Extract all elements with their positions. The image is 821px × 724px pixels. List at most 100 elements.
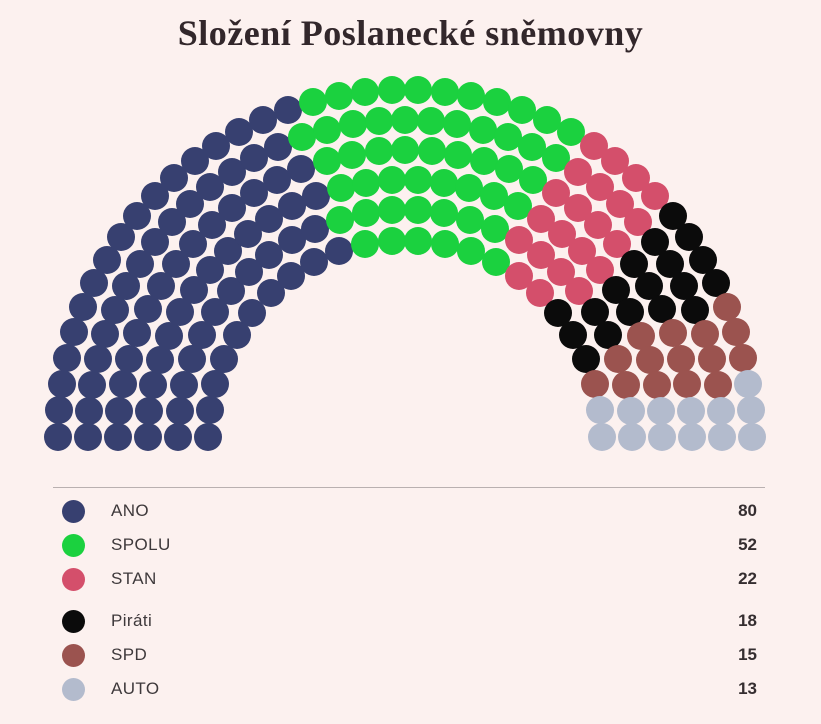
seat-dot-spolu: [480, 182, 509, 210]
seat-dot-auto: [618, 423, 646, 451]
legend-row: STAN 22: [53, 562, 765, 596]
seat-dot-auto: [676, 396, 705, 425]
seat-dot-spd: [642, 371, 671, 400]
legend-color-dot: [62, 609, 85, 633]
seat-dot-spolu: [377, 226, 406, 255]
seat-dot-ano: [301, 214, 330, 243]
seat-dot-spolu: [391, 136, 419, 164]
seat-dot-pir-ti: [681, 295, 710, 324]
seat-dot-ano: [249, 106, 278, 135]
seat-dot-ano: [45, 396, 73, 425]
seat-dot-ano: [325, 237, 353, 266]
seat-dot-pir-ti: [593, 321, 622, 350]
seat-dot-ano: [145, 346, 174, 375]
legend-row: AUTO 13: [53, 672, 765, 706]
seat-dot-ano: [154, 321, 183, 350]
seat-dot-pir-ti: [559, 320, 588, 349]
seat-dot-ano: [60, 318, 89, 347]
seat-dot-ano: [164, 423, 192, 451]
seat-dot-spd: [728, 343, 757, 372]
seat-dot-ano: [104, 423, 132, 451]
seat-dot-spd: [703, 370, 732, 399]
seat-dot-ano: [263, 132, 292, 161]
seat-dot-spd: [667, 344, 695, 373]
seat-dot-spolu: [299, 88, 328, 117]
seat-dot-ano: [135, 397, 164, 425]
seat-dot-ano: [170, 370, 199, 399]
legend-color-dot: [62, 499, 85, 523]
seat-dot-auto: [616, 396, 645, 425]
legend-seat-count: 22: [738, 569, 757, 588]
legend-party-label: Piráti: [111, 611, 153, 630]
seat-dot-spolu: [391, 106, 419, 134]
seat-dot-auto: [708, 423, 736, 451]
seat-dot-spd: [658, 319, 687, 348]
seat-dot-auto: [648, 423, 676, 451]
legend-party-label: AUTO: [111, 679, 160, 698]
seat-dot-spolu: [532, 106, 561, 135]
seat-dot-spolu: [468, 115, 497, 144]
seat-dot-spolu: [482, 88, 511, 117]
seat-dot-spd: [721, 318, 750, 347]
seat-dot-spolu: [456, 205, 485, 234]
seat-dot-spd: [712, 293, 741, 322]
seat-dot-ano: [287, 155, 316, 184]
seat-dot-spolu: [469, 147, 498, 175]
seat-dot-ano: [273, 96, 302, 125]
seat-dot-pir-ti: [647, 295, 676, 324]
seat-dot-spolu: [352, 169, 381, 197]
legend-party-label: SPD: [111, 645, 148, 664]
seat-dot-spolu: [508, 96, 537, 125]
seat-dot-auto: [646, 397, 675, 425]
seat-dot-ano: [123, 319, 152, 348]
seat-dot-ano: [91, 320, 120, 349]
seat-dot-spolu: [404, 226, 433, 255]
seat-dot-spolu: [338, 110, 367, 139]
seat-dot-spd: [673, 370, 702, 399]
seat-dot-spolu: [288, 123, 317, 152]
seat-dot-spd: [611, 370, 640, 399]
seat-dot-auto: [733, 370, 762, 398]
seat-dot-ano: [100, 295, 129, 324]
seat-dot-spolu: [313, 115, 342, 144]
seat-dot-ano: [201, 369, 230, 398]
seat-dot-spolu: [325, 205, 354, 234]
seat-dot-ano: [44, 423, 72, 451]
legend-seat-count: 13: [738, 679, 757, 698]
legend-color-dot: [62, 677, 85, 701]
seat-dot-spd: [636, 346, 665, 375]
seat-dot-spolu: [404, 76, 433, 105]
seat-dot-ano: [53, 343, 82, 372]
seat-dot-ano: [48, 370, 77, 398]
seat-dot-auto: [737, 396, 765, 425]
legend-party-label: ANO: [111, 501, 150, 520]
legend-party-label: SPOLU: [111, 535, 171, 554]
seat-dot-spd: [698, 345, 727, 374]
legend-row: ANO 80: [53, 494, 765, 528]
seat-dot-spolu: [350, 230, 379, 259]
seat-dot-spolu: [324, 82, 353, 111]
seat-dot-pir-ti: [615, 298, 644, 327]
seat-dot-spolu: [417, 137, 446, 166]
seat-dot-ano: [105, 396, 134, 425]
seat-dot-spolu: [494, 155, 523, 184]
seat-dot-spolu: [404, 196, 433, 225]
chart-title: Složení Poslanecké sněmovny: [177, 13, 644, 53]
seat-dot-auto: [738, 423, 766, 451]
seat-dot-spolu: [417, 107, 446, 136]
legend-seat-count: 15: [738, 645, 757, 664]
seat-dot-pir-ti: [669, 272, 698, 301]
seat-dot-ano: [165, 396, 194, 425]
seat-dot-auto: [586, 396, 615, 425]
seat-dot-ano: [69, 293, 98, 322]
seat-dot-spd: [690, 320, 719, 349]
seat-dot-ano: [195, 396, 224, 425]
seat-dot-ano: [177, 345, 206, 374]
seat-dot-spolu: [326, 174, 355, 203]
seat-dot-ano: [277, 192, 306, 221]
seat-dot-ano: [83, 345, 112, 374]
seat-dot-ano: [78, 370, 107, 399]
seat-dot-spolu: [457, 237, 485, 266]
seat-dot-spd: [604, 345, 633, 374]
